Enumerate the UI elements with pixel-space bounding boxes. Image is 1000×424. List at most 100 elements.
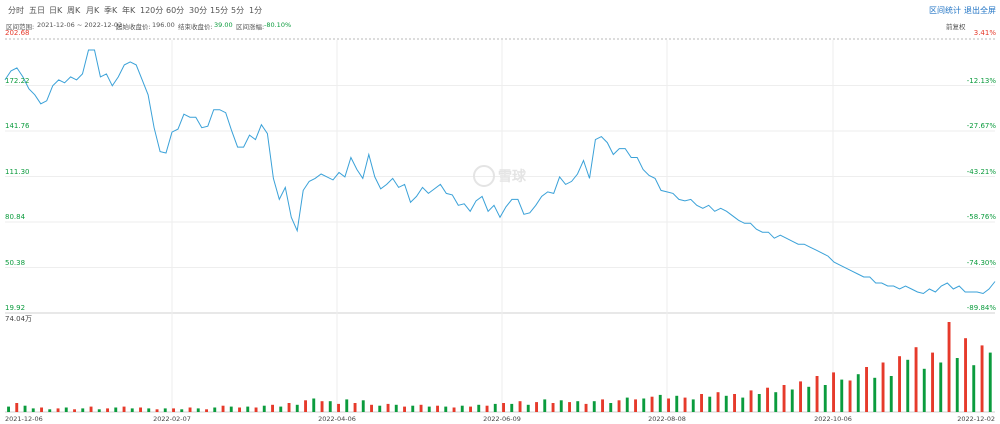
volume-bar	[642, 398, 646, 412]
volume-bar	[774, 392, 778, 412]
period-tab-9[interactable]: 30分	[189, 6, 208, 15]
period-tab-1[interactable]: 五日	[29, 6, 45, 15]
x-date-label: 2021-12-06	[5, 415, 43, 423]
period-tab-0[interactable]: 分时	[8, 6, 24, 15]
volume-bar	[947, 322, 951, 412]
volume-bar	[848, 380, 852, 412]
period-tab-5[interactable]: 季K	[104, 6, 118, 15]
volume-bar	[469, 406, 472, 412]
change-label: 区间涨幅:	[236, 23, 265, 31]
volume-bar	[427, 406, 431, 412]
y-right-label: -12.13%	[966, 76, 996, 85]
volume-bar	[353, 403, 357, 412]
volume-bar	[914, 347, 918, 412]
period-tab-2[interactable]: 日K	[49, 6, 63, 15]
volume-bar	[815, 376, 819, 412]
y-left-label: 80.84	[5, 213, 26, 221]
volume-bar	[15, 403, 19, 412]
volume-bar	[172, 408, 175, 412]
volume-bar	[592, 401, 596, 412]
volume-bar	[972, 365, 976, 412]
volume-bar	[89, 406, 93, 412]
volume-bar	[337, 403, 340, 412]
period-tab-8[interactable]: 60分	[166, 6, 185, 15]
volume-bar	[609, 403, 613, 412]
volume-bar	[40, 407, 43, 412]
volume-bar	[221, 405, 225, 412]
volume-bar	[287, 403, 291, 412]
volume-bar	[807, 386, 811, 412]
volume-bar	[790, 389, 794, 412]
volume-bar	[436, 405, 439, 412]
volume-bar	[262, 405, 266, 412]
period-tab-7[interactable]: 120分	[140, 6, 164, 15]
volume-bar	[889, 376, 893, 412]
volume-bar	[741, 397, 745, 412]
volume-bar	[708, 396, 712, 412]
volume-bar	[502, 403, 505, 412]
y-right-label: -89.84%	[966, 304, 996, 312]
volume-bar	[700, 394, 703, 412]
y-right-label: 3.41%	[973, 29, 996, 37]
volume-bar	[229, 406, 233, 412]
volume-bar	[510, 403, 514, 412]
volume-bar	[180, 409, 184, 412]
adjust-mode-button[interactable]: 前复权	[946, 23, 966, 31]
volume-bar	[188, 407, 192, 412]
period-tab-6[interactable]: 年K	[122, 6, 136, 15]
volume-bar	[939, 362, 943, 412]
x-date-label: 2022-12-02	[957, 415, 995, 423]
volume-bar	[955, 358, 959, 412]
y-left-label: 111.30	[5, 167, 30, 176]
end-close-value: 39.00	[214, 21, 233, 29]
volume-bar	[139, 407, 142, 412]
interval-stats-button[interactable]: 区间统计	[929, 6, 961, 15]
volume-bar	[304, 400, 307, 412]
x-date-label: 2022-04-06	[318, 415, 356, 423]
y-left-label: 202.68	[5, 29, 30, 37]
volume-bar	[493, 403, 497, 412]
volume-bar	[865, 367, 868, 412]
price-line	[4, 49, 996, 295]
volume-bar	[634, 399, 637, 412]
volume-bar	[799, 381, 802, 412]
period-tab-12[interactable]: 1分	[249, 6, 263, 15]
volume-bar	[48, 409, 52, 412]
volume-bar	[551, 403, 555, 412]
volume-bar	[147, 408, 151, 412]
volume-bar	[782, 385, 786, 412]
period-tab-11[interactable]: 5分	[231, 6, 245, 15]
change-value: -80.10%	[264, 21, 292, 29]
volume-bar	[122, 406, 126, 412]
volume-bar	[823, 385, 827, 412]
volume-bar	[411, 405, 415, 412]
volume-bar	[155, 409, 159, 412]
volume-bar	[675, 395, 679, 412]
volume-bar	[130, 408, 134, 412]
y-right-label: -43.21%	[966, 167, 996, 176]
volume-bar	[988, 352, 992, 412]
volume-bar	[213, 407, 217, 412]
volume-bar	[964, 338, 967, 412]
volume-bar	[898, 356, 901, 412]
volume-bar	[543, 399, 547, 412]
info-bar: 区间范围: 2021-12-06 ~ 2022-12-02 起始收盘价: 196…	[0, 20, 1000, 32]
volume-bar	[419, 404, 423, 412]
volume-bar	[238, 407, 241, 412]
period-tab-4[interactable]: 月K	[86, 6, 100, 15]
volume-bar	[485, 405, 489, 412]
y-right-label: -27.67%	[966, 122, 996, 130]
volume-bar	[980, 345, 984, 412]
volume-bar	[749, 390, 753, 412]
volume-bar	[906, 359, 910, 412]
volume-bar	[97, 409, 101, 412]
period-tab-10[interactable]: 15分	[210, 6, 229, 15]
volume-bar	[856, 374, 860, 412]
exit-fullscreen-button[interactable]: 退出全屏	[964, 6, 996, 15]
period-toolbar: 分时 五日 日K 周K 月K 季K 年K 120分 60分 30分 15分 5分 1分	[0, 0, 1000, 20]
volume-bar	[254, 407, 258, 412]
volume-bar	[601, 399, 604, 412]
period-tab-3[interactable]: 周K	[67, 6, 81, 15]
volume-bar	[106, 408, 109, 412]
volume-bar	[73, 409, 76, 412]
